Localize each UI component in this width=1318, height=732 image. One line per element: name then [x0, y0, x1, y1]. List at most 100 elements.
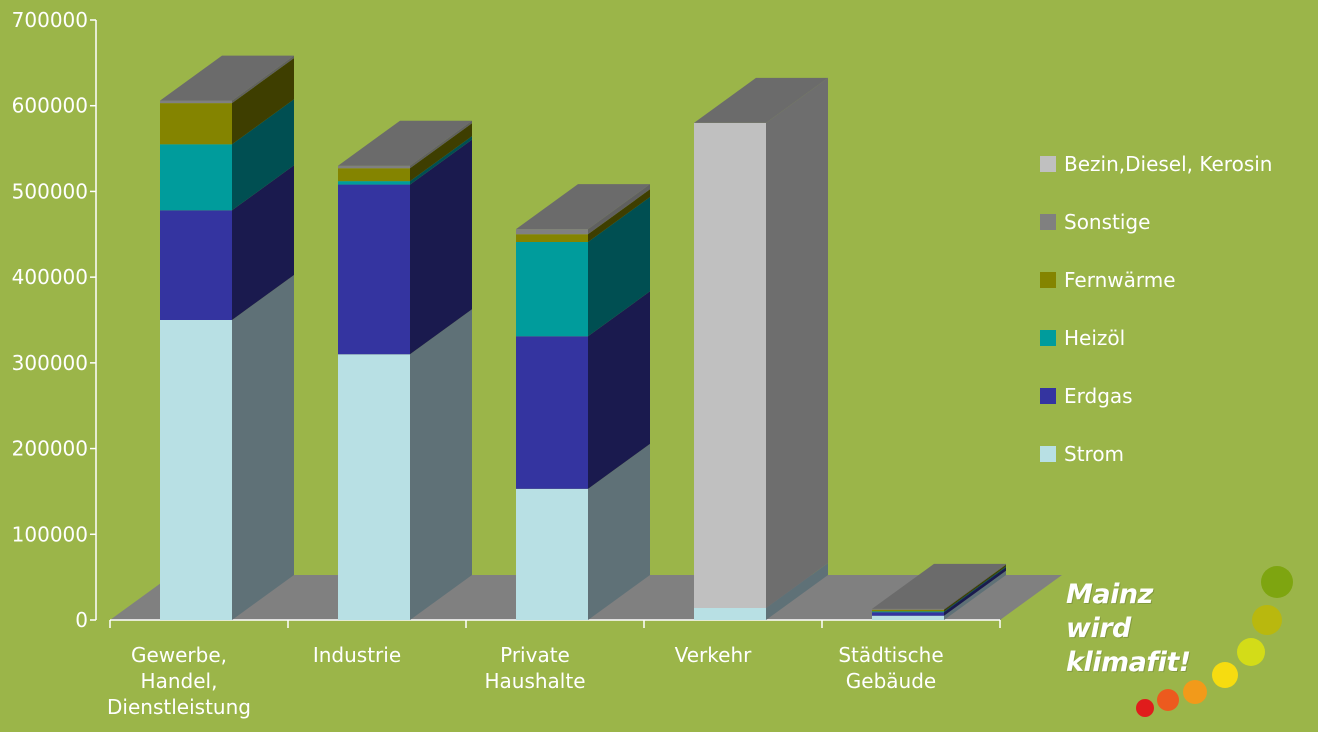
bar-side	[944, 566, 1006, 613]
bar-side	[410, 139, 472, 355]
legend-swatch	[1040, 330, 1056, 346]
x-tick-label: Städtische Gebäude	[838, 643, 943, 693]
x-tick-label: Industrie	[313, 643, 401, 667]
bar-segment	[338, 165, 410, 169]
bar-top	[338, 120, 472, 166]
bar-segment	[338, 181, 410, 185]
bar-top	[160, 55, 294, 101]
logo-dot	[1157, 689, 1179, 711]
x-tick-label: Gewerbe, Handel, Dienstleistung	[107, 643, 251, 719]
logo-line-2: klimafit!	[1066, 647, 1191, 678]
bar-segment	[160, 210, 232, 320]
logo-line-1: Mainz wird	[1066, 579, 1153, 644]
y-tick-label: 700000	[12, 8, 88, 32]
legend-label: Strom	[1064, 442, 1124, 466]
x-tick-label-line: Städtische	[838, 643, 943, 667]
bar-segment	[338, 184, 410, 355]
y-tick-label: 500000	[12, 179, 88, 203]
x-tick-label-line: Gewerbe,	[131, 643, 227, 667]
y-tick-label: 200000	[12, 437, 88, 461]
x-tick-label-line: Dienstleistung	[107, 695, 251, 719]
logo-dot	[1261, 566, 1293, 598]
legend-swatch	[1040, 156, 1056, 172]
bar-side	[410, 136, 472, 185]
x-tick-label: Private Haushalte	[484, 643, 585, 693]
logo-dot	[1136, 699, 1154, 717]
x-tick-label-line: Verkehr	[675, 643, 753, 667]
bar-side	[944, 567, 1006, 616]
bar-segment	[872, 612, 944, 616]
y-tick-label: 600000	[12, 94, 88, 118]
legend-label: Heizöl	[1064, 326, 1125, 350]
logo-dot	[1252, 605, 1282, 635]
bar-side	[588, 291, 650, 489]
bar-top	[872, 563, 1006, 609]
bar-segment	[160, 320, 232, 620]
legend-label: Bezin,Diesel, Kerosin	[1064, 152, 1272, 176]
bar-stack	[338, 165, 410, 620]
bar-side	[588, 189, 650, 242]
bar-stack	[872, 608, 944, 620]
y-tick-label: 300000	[12, 351, 88, 375]
legend-swatch	[1040, 214, 1056, 230]
bar-side	[944, 564, 1006, 612]
bar-segment	[694, 122, 766, 608]
bar-segment	[872, 609, 944, 612]
x-tick-label-line: Gebäude	[846, 669, 936, 693]
legend-swatch	[1040, 446, 1056, 462]
y-tick-label: 400000	[12, 265, 88, 289]
bar-side	[410, 123, 472, 182]
bar-segment	[516, 234, 588, 242]
bar-top	[516, 184, 650, 230]
bar-side	[588, 197, 650, 337]
bar-segment	[872, 611, 944, 613]
legend-label: Sonstige	[1064, 210, 1150, 234]
bar-side	[232, 99, 294, 211]
bar-segment	[160, 103, 232, 145]
bar-top	[694, 77, 828, 123]
bar-segment	[516, 336, 588, 489]
legend-label: Erdgas	[1064, 384, 1133, 408]
bar-segment	[516, 242, 588, 337]
bar-stack	[516, 229, 588, 620]
bar-segment	[338, 168, 410, 182]
bar-side	[232, 55, 294, 104]
bar-side	[766, 563, 828, 620]
bar-side	[410, 309, 472, 620]
logo-dot	[1212, 662, 1238, 688]
x-tick-label-line: Haushalte	[484, 669, 585, 693]
bar-segment	[872, 615, 944, 620]
bar-segment	[338, 354, 410, 620]
x-tick-label-line: Private	[500, 643, 570, 667]
x-tick-label: Verkehr	[675, 643, 753, 667]
bar-side	[232, 165, 294, 320]
bar-segment	[160, 100, 232, 104]
bar-stack	[160, 100, 232, 620]
bar-side	[232, 58, 294, 145]
bar-side	[588, 443, 650, 620]
x-tick-label-line: Handel,	[141, 669, 218, 693]
legend-swatch	[1040, 388, 1056, 404]
bar-side	[588, 184, 650, 235]
bar-segment	[516, 488, 588, 620]
logo-dot	[1237, 638, 1265, 666]
bar-segment	[694, 608, 766, 620]
bar-segment	[516, 229, 588, 235]
bar-side	[944, 570, 1006, 620]
bar-stack	[694, 122, 766, 620]
x-tick-label-line: Industrie	[313, 643, 401, 667]
legend-swatch	[1040, 272, 1056, 288]
legend-label: Fernwärme	[1064, 268, 1176, 292]
bar-segment	[160, 144, 232, 211]
bar-segment	[872, 608, 944, 610]
y-tick-label: 0	[75, 608, 88, 632]
bar-side	[944, 563, 1006, 610]
y-tick-label: 100000	[12, 522, 88, 546]
logo-dot	[1183, 680, 1207, 704]
logo-text: Mainz wird klimafit!	[1066, 578, 1226, 680]
bar-side	[766, 77, 828, 609]
bar-side	[232, 275, 294, 620]
bar-side	[410, 120, 472, 169]
